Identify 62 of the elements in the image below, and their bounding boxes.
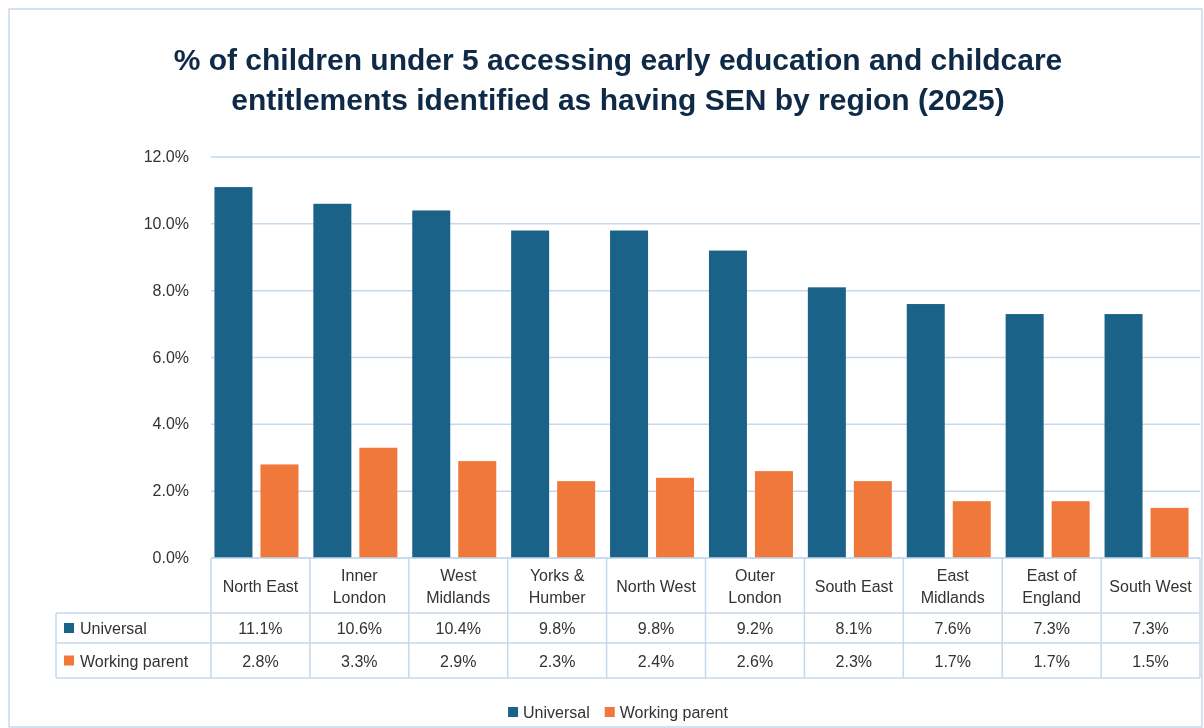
chart-title: % of children under 5 accessing early education and childcare entitlements identified as having SEN by region (2025) bbox=[173, 43, 1063, 116]
data-label: 10.6% bbox=[336, 620, 383, 637]
x-tick-label: Inner London bbox=[332, 566, 387, 606]
y-tick-label: 4.0% bbox=[152, 415, 189, 433]
bar bbox=[610, 230, 649, 558]
data-label: 7.6% bbox=[934, 620, 971, 637]
bar bbox=[807, 287, 846, 558]
legend-label: Universal bbox=[80, 620, 147, 637]
bar bbox=[853, 481, 892, 558]
data-label: 8.1% bbox=[835, 620, 873, 637]
bar bbox=[906, 304, 945, 558]
text: Universal bbox=[523, 704, 590, 721]
x-tick-label: East of England bbox=[1022, 566, 1082, 606]
bar bbox=[1051, 501, 1090, 558]
data-label: 1.7% bbox=[1033, 652, 1070, 670]
x-tick-label: West Midlands bbox=[426, 566, 491, 606]
data-label: 7.3% bbox=[1132, 620, 1169, 637]
y-tick-label: 0.0% bbox=[152, 549, 189, 566]
bar bbox=[214, 187, 253, 558]
bar bbox=[557, 481, 596, 558]
data-label: 9.2% bbox=[736, 620, 774, 637]
y-tick-label: 12.0% bbox=[143, 148, 189, 165]
data-label: 1.5% bbox=[1132, 652, 1169, 670]
bar bbox=[1104, 314, 1143, 558]
data-label: 2.3% bbox=[835, 652, 873, 670]
data-label: 9.8% bbox=[538, 620, 576, 637]
y-tick-label: 8.0% bbox=[152, 281, 189, 299]
data-label: 2.3% bbox=[538, 652, 576, 670]
text: Working parent bbox=[619, 704, 728, 721]
bar bbox=[458, 461, 497, 558]
x-tick-label: Yorks & Humber bbox=[528, 566, 587, 606]
data-label: 2.6% bbox=[736, 652, 774, 670]
bar bbox=[1150, 507, 1189, 558]
y-tick-label: 10.0% bbox=[143, 214, 189, 232]
x-tick-label: Outer London bbox=[728, 566, 782, 606]
data-label: 7.3% bbox=[1033, 620, 1070, 637]
bar bbox=[656, 477, 695, 558]
data-label: 2.9% bbox=[440, 652, 477, 670]
bar bbox=[260, 464, 299, 558]
bar bbox=[1005, 314, 1044, 558]
data-label: 3.3% bbox=[341, 652, 378, 670]
x-tick-label: East Midlands bbox=[920, 566, 985, 606]
bar bbox=[952, 501, 991, 558]
data-label: 2.8% bbox=[242, 652, 279, 670]
x-tick-label: South East bbox=[814, 577, 894, 595]
data-label: 1.7% bbox=[934, 652, 971, 670]
x-tick-label: North East bbox=[222, 577, 299, 595]
data-label: 10.4% bbox=[435, 620, 481, 637]
legend-label: Working parent bbox=[80, 652, 189, 670]
bar bbox=[412, 210, 451, 558]
x-tick-label: North West bbox=[616, 577, 697, 595]
bar bbox=[754, 471, 793, 558]
bar bbox=[708, 250, 747, 558]
bar bbox=[313, 203, 352, 558]
data-label: 2.4% bbox=[637, 652, 675, 670]
y-tick-label: 6.0% bbox=[152, 348, 189, 366]
data-label: 11.1% bbox=[238, 620, 283, 637]
bar bbox=[511, 230, 550, 558]
data-label: 9.8% bbox=[637, 620, 675, 637]
x-tick-label: South West bbox=[1109, 577, 1193, 595]
bar bbox=[359, 447, 398, 558]
y-tick-label: 2.0% bbox=[152, 482, 189, 500]
